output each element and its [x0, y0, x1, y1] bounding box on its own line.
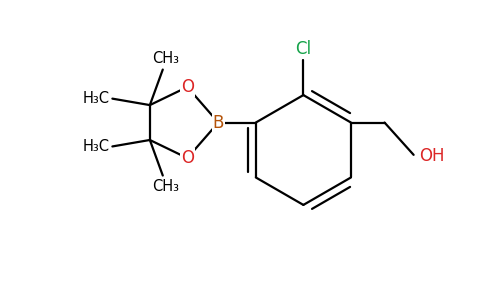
Text: Cl: Cl: [295, 40, 311, 58]
Text: CH₃: CH₃: [152, 179, 179, 194]
Text: H₃C: H₃C: [82, 91, 109, 106]
Text: CH₃: CH₃: [152, 51, 179, 66]
Text: OH: OH: [419, 147, 444, 165]
Text: O: O: [181, 149, 194, 167]
Text: O: O: [181, 78, 194, 96]
Text: B: B: [212, 113, 224, 131]
Text: H₃C: H₃C: [82, 139, 109, 154]
